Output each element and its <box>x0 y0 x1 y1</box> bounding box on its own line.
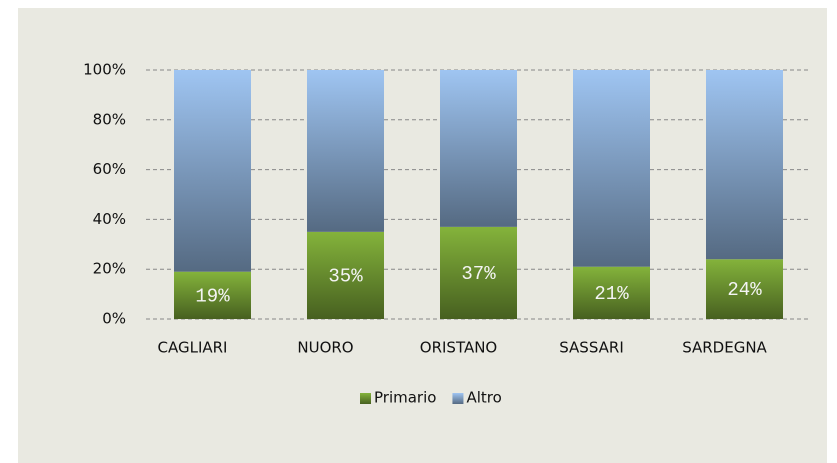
bar-segment <box>440 226 517 319</box>
x-tick-label: NUORO <box>297 339 353 357</box>
x-tick-label: SASSARI <box>559 339 624 357</box>
y-tick-label: 40% <box>93 210 126 228</box>
bar-segment <box>174 271 251 319</box>
legend-swatch <box>360 393 371 404</box>
data-label: 37% <box>461 263 496 285</box>
data-label: 21% <box>594 283 629 305</box>
bar-segment <box>573 266 650 319</box>
bar-segment <box>307 70 384 232</box>
bar-segment <box>573 70 650 267</box>
bar-segment <box>307 231 384 319</box>
y-tick-label: 100% <box>83 61 126 79</box>
bar-segment <box>706 259 783 319</box>
data-label: 35% <box>328 265 363 287</box>
y-tick-label: 20% <box>93 260 126 278</box>
legend-label: Primario <box>374 389 436 407</box>
x-tick-label: ORISTANO <box>420 339 497 357</box>
bar-segment <box>174 70 251 272</box>
x-tick-label: CAGLIARI <box>158 339 228 357</box>
chart-background <box>18 8 827 463</box>
data-label: 24% <box>727 279 762 301</box>
bar-segment <box>440 70 517 227</box>
bar-segment <box>706 70 783 260</box>
y-tick-label: 80% <box>93 110 126 128</box>
x-tick-label: SARDEGNA <box>682 339 767 357</box>
data-label: 19% <box>195 285 230 307</box>
y-tick-label: 60% <box>93 160 126 178</box>
legend-label: Altro <box>466 389 501 407</box>
legend-swatch <box>452 393 464 404</box>
y-tick-label: 0% <box>102 310 126 328</box>
